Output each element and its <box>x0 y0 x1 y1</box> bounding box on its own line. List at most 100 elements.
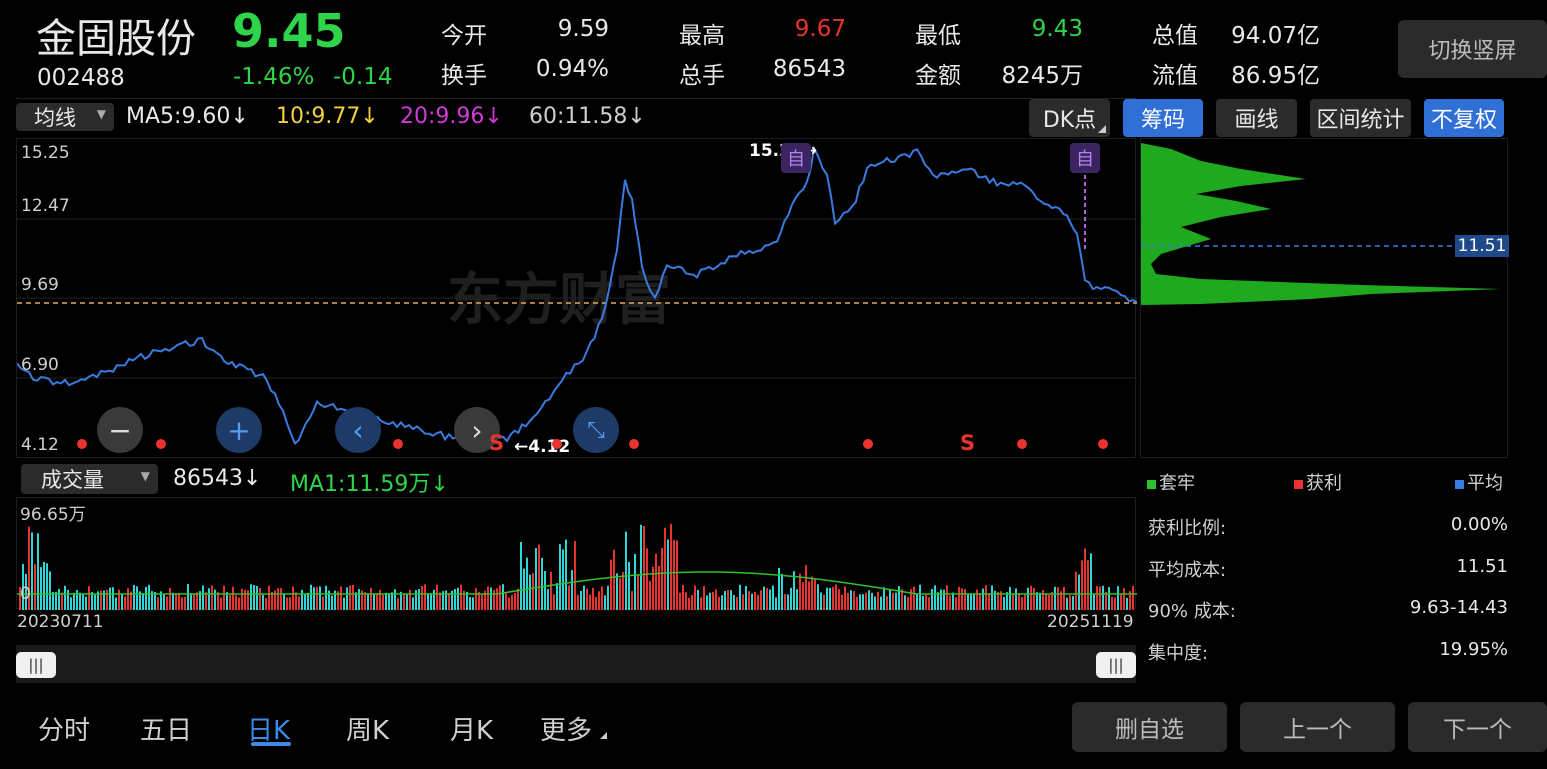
volume-bar <box>985 585 987 610</box>
volume-bar <box>988 593 990 610</box>
volume-bar <box>382 594 384 610</box>
volume-bar <box>331 595 333 610</box>
volume-bar <box>706 595 708 610</box>
legend-swatch-icon <box>1294 480 1303 489</box>
volume-bar <box>1126 597 1128 610</box>
scroll-left-button[interactable]: ‹ <box>335 407 381 453</box>
volume-bar <box>484 590 486 610</box>
volume-bar <box>100 590 102 610</box>
volume-bar <box>205 592 207 610</box>
volume-bar <box>139 591 141 610</box>
volume-select[interactable]: 成交量 ▼ <box>21 464 158 494</box>
volume-bar <box>574 541 576 610</box>
zoom-in-button[interactable]: + <box>216 407 262 453</box>
volume-bar <box>127 588 129 610</box>
ma5-indicator: MA5:9.60↓ <box>126 104 249 129</box>
tab-weekly-k[interactable]: 周K <box>346 716 390 746</box>
volume-bar <box>448 592 450 610</box>
volume-bar <box>166 596 168 610</box>
volume-bar <box>490 587 492 610</box>
scroll-right-button[interactable]: › <box>454 407 500 453</box>
plus-icon: + <box>227 413 251 447</box>
no-adjust-button[interactable]: 不复权 <box>1424 99 1504 137</box>
volume-bar <box>526 557 528 610</box>
volume-bar <box>280 588 282 610</box>
volume-bar <box>931 588 933 610</box>
tab-monthly-k[interactable]: 月K <box>450 716 494 746</box>
volume-bar <box>925 594 927 610</box>
volume-bar <box>478 591 480 610</box>
volume-bar <box>982 588 984 610</box>
tab-daily-k[interactable]: 日K <box>247 716 291 746</box>
volume-bar <box>871 592 873 610</box>
volume-bar <box>787 594 789 610</box>
price-chart-area[interactable]: 东方财富 15.25 12.47 9.69 6.90 4.12 15.25→ ←… <box>16 138 1137 458</box>
volume-bar <box>1021 597 1023 610</box>
volume-bar <box>397 597 399 610</box>
volume-bar <box>529 574 531 610</box>
compress-button[interactable]: ⤡ <box>573 407 619 453</box>
volume-bar <box>82 593 84 610</box>
compress-icon: ⤡ <box>587 417 605 443</box>
volume-bar <box>271 592 273 610</box>
zoom-out-button[interactable]: − <box>97 407 143 453</box>
quote-value-open: 9.59 <box>557 16 609 42</box>
volume-bar <box>532 573 534 610</box>
range-handle-left[interactable]: ||| <box>16 652 56 678</box>
volume-bar <box>499 585 501 610</box>
volume-bar <box>394 589 396 610</box>
volume-bar <box>181 597 183 610</box>
volume-bar <box>562 549 564 610</box>
volume-bar <box>946 585 948 610</box>
quote-label-turnover: 换手 <box>441 63 487 89</box>
volume-bar <box>28 526 30 610</box>
dk-point-button[interactable]: DK点 <box>1029 99 1110 137</box>
interval-stats-button[interactable]: 区间统计 <box>1310 99 1411 137</box>
switch-portrait-button[interactable]: 切换竖屏 <box>1398 20 1547 78</box>
range-scrollbar[interactable] <box>16 645 1136 683</box>
chips-button[interactable]: 筹码 <box>1123 99 1203 137</box>
volume-bar <box>475 588 477 610</box>
tab-five-day[interactable]: 五日 <box>140 716 193 746</box>
volume-bar <box>31 532 33 610</box>
volume-bar <box>883 587 885 610</box>
delete-watchlist-button[interactable]: 删自选 <box>1072 702 1227 752</box>
ma-select[interactable]: 均线 ▼ <box>16 103 114 131</box>
volume-bar <box>904 595 906 610</box>
stock-code: 002488 <box>37 65 125 91</box>
volume-bar <box>343 597 345 610</box>
volume-bar <box>862 594 864 610</box>
volume-bar <box>820 592 822 610</box>
volume-bar <box>514 592 516 610</box>
volume-bar <box>352 584 354 610</box>
tab-intraday[interactable]: 分时 <box>38 716 91 746</box>
draw-line-button[interactable]: 画线 <box>1216 99 1297 137</box>
volume-bar <box>979 593 981 610</box>
volume-bar <box>460 584 462 610</box>
previous-stock-button[interactable]: 上一个 <box>1240 702 1395 752</box>
volume-bar <box>274 590 276 610</box>
volume-bar <box>385 592 387 610</box>
volume-bar <box>586 588 588 610</box>
volume-bar <box>694 585 696 610</box>
volume-bar <box>373 593 375 610</box>
stock-name: 金固股份 <box>36 16 196 62</box>
volume-bar <box>262 594 264 610</box>
volume-bar <box>877 591 879 610</box>
custom-marker-1[interactable]: 自 <box>781 143 811 173</box>
volume-bar <box>892 592 894 610</box>
volume-bar <box>49 571 51 610</box>
volume-bar <box>778 568 780 610</box>
volume-bar <box>742 594 744 610</box>
next-stock-button[interactable]: 下一个 <box>1408 702 1547 752</box>
change-percent: -1.46% <box>233 64 315 90</box>
volume-bar <box>685 592 687 610</box>
tab-more[interactable]: 更多 <box>540 710 608 747</box>
volume-bar <box>718 596 720 610</box>
range-handle-right[interactable]: ||| <box>1096 652 1136 678</box>
volume-bar <box>577 594 579 610</box>
custom-marker-2[interactable]: 自 <box>1070 143 1100 173</box>
volume-bar <box>454 589 456 610</box>
volume-chart-area[interactable]: 96.65万 0 <box>16 497 1137 610</box>
volume-bar <box>400 591 402 610</box>
